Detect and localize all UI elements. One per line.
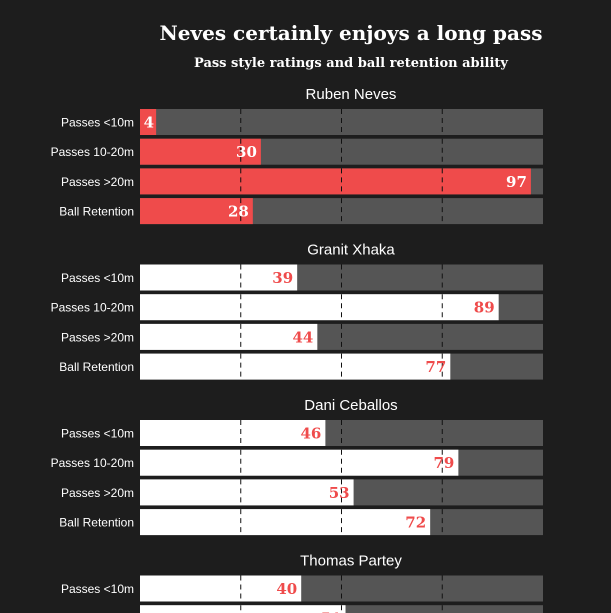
chart-subtitle: Pass style ratings and ball retention ab… bbox=[194, 56, 508, 71]
player-name: Ruben Neves bbox=[306, 86, 397, 103]
bar bbox=[140, 323, 318, 350]
value-label: 39 bbox=[272, 269, 293, 287]
bar bbox=[140, 198, 253, 225]
category-label: Ball Retention bbox=[59, 205, 134, 219]
bar bbox=[140, 575, 302, 602]
value-label: 46 bbox=[301, 425, 322, 443]
bar bbox=[140, 353, 451, 380]
value-label: 77 bbox=[425, 358, 446, 376]
value-label: 44 bbox=[292, 328, 313, 346]
bar bbox=[140, 509, 431, 536]
bar bbox=[140, 294, 499, 321]
category-label: Ball Retention bbox=[59, 360, 134, 374]
value-label: 4 bbox=[144, 114, 154, 132]
value-label: 40 bbox=[276, 580, 297, 598]
value-label: 51 bbox=[321, 610, 342, 613]
player-panels: Ruben Neves Passes <10m 4 Passes 10-20m 30 Pa… bbox=[51, 86, 543, 613]
player-name: Thomas Partey bbox=[300, 553, 402, 570]
bar bbox=[140, 420, 326, 446]
bar bbox=[140, 168, 531, 195]
category-label: Passes <10m bbox=[61, 427, 134, 441]
category-label: Passes <10m bbox=[61, 582, 134, 596]
bar bbox=[140, 605, 346, 613]
value-label: 53 bbox=[329, 484, 350, 502]
category-label: Passes 10-20m bbox=[51, 612, 134, 613]
category-label: Passes 10-20m bbox=[51, 145, 134, 159]
category-label: Passes <10m bbox=[61, 271, 134, 285]
value-label: 30 bbox=[236, 143, 257, 161]
category-label: Passes 10-20m bbox=[51, 456, 134, 470]
value-label: 79 bbox=[433, 454, 454, 472]
category-label: Passes >20m bbox=[61, 486, 134, 500]
value-label: 89 bbox=[474, 299, 495, 317]
value-label: 97 bbox=[506, 173, 527, 191]
category-label: Passes 10-20m bbox=[51, 301, 134, 315]
bar bbox=[140, 264, 298, 291]
category-label: Ball Retention bbox=[59, 516, 134, 530]
category-label: Passes <10m bbox=[61, 116, 134, 130]
player-name: Granit Xhaka bbox=[307, 242, 395, 259]
bar bbox=[140, 109, 157, 135]
value-label: 72 bbox=[405, 514, 426, 532]
bar bbox=[140, 479, 354, 506]
bar bbox=[140, 449, 459, 476]
chart-title: Neves certainly enjoys a long pass bbox=[159, 21, 542, 45]
player-name: Dani Ceballos bbox=[304, 397, 397, 414]
value-label: 28 bbox=[228, 203, 249, 221]
category-label: Passes >20m bbox=[61, 175, 134, 189]
category-label: Passes >20m bbox=[61, 330, 134, 344]
